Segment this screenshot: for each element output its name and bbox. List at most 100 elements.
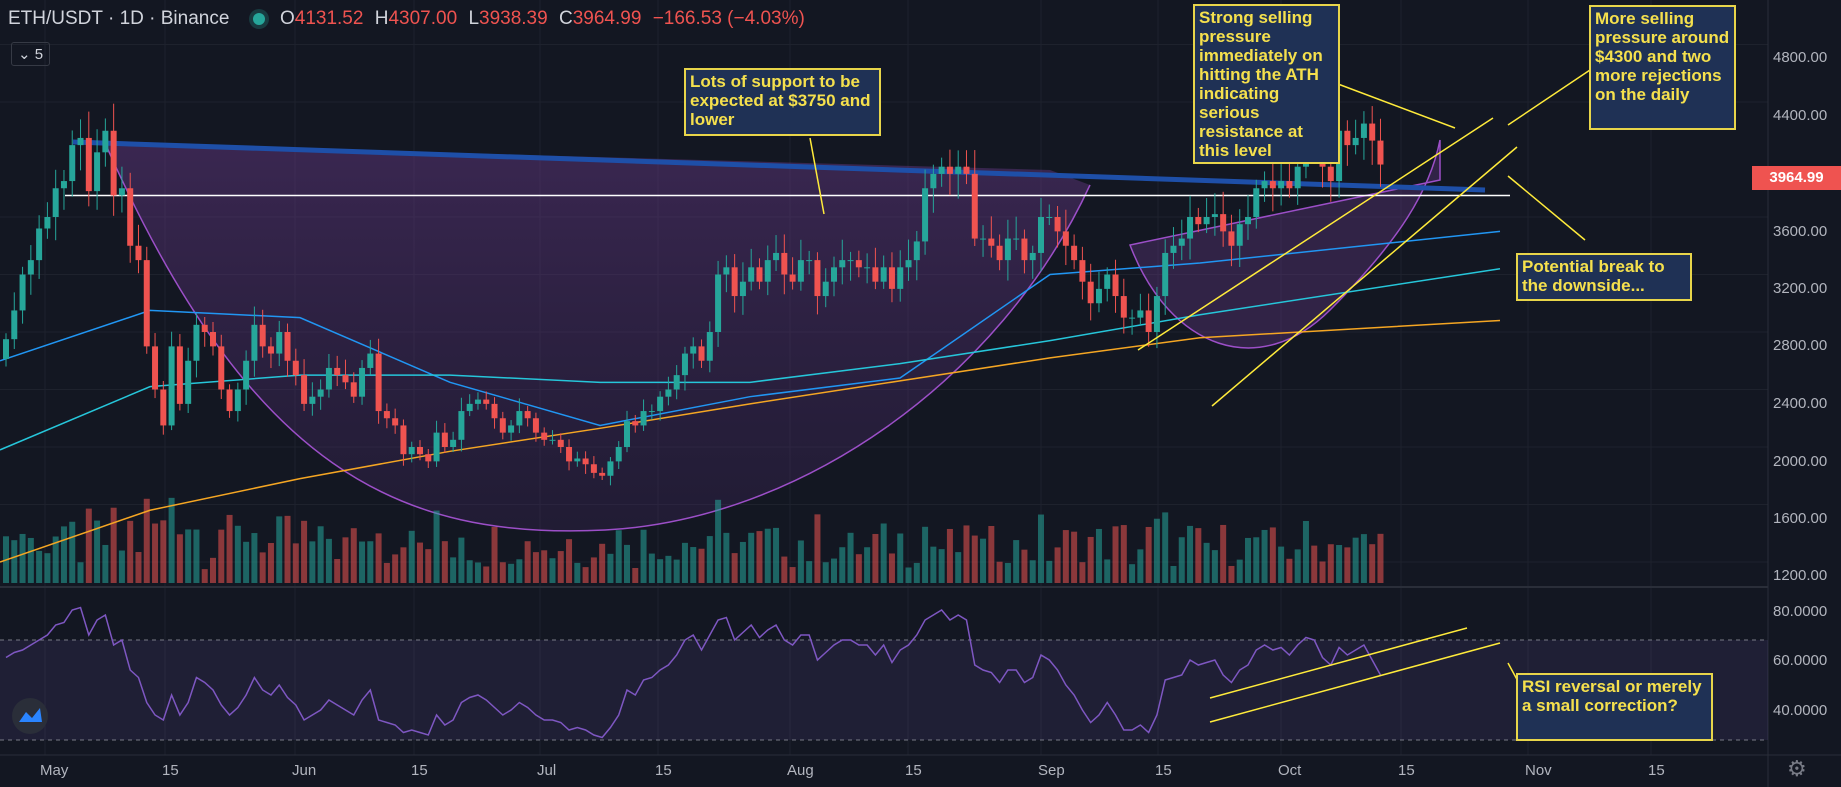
candle-body bbox=[433, 432, 440, 462]
volume-bar bbox=[325, 538, 332, 583]
time-tick: Sep bbox=[1038, 762, 1065, 779]
volume-bar bbox=[690, 547, 697, 583]
candle-body bbox=[450, 439, 457, 447]
ascending-channel[interactable] bbox=[1137, 117, 1518, 407]
candle-body bbox=[922, 188, 929, 242]
volume-bar bbox=[36, 550, 43, 583]
candle-body bbox=[499, 418, 506, 433]
candle-body bbox=[102, 130, 109, 153]
ath-annotation[interactable]: Strong selling pressure immediately on h… bbox=[1193, 4, 1340, 164]
volume-bar bbox=[375, 533, 382, 583]
indicator-toggle[interactable]: ⌄ 5 bbox=[11, 42, 51, 66]
candle-body bbox=[566, 447, 573, 462]
volume-bar bbox=[160, 520, 167, 583]
annotation-leaders bbox=[809, 69, 1591, 686]
volume-bar bbox=[1302, 520, 1309, 583]
candle-body bbox=[1352, 137, 1359, 146]
gear-icon[interactable]: ⚙ bbox=[1787, 756, 1807, 781]
break-annotation[interactable]: Potential break to the downside... bbox=[1516, 253, 1692, 301]
candle-body bbox=[276, 332, 283, 354]
volume-bar bbox=[483, 566, 490, 583]
volume-bar bbox=[185, 529, 192, 583]
volume-bar bbox=[234, 525, 241, 583]
candle-body bbox=[1079, 260, 1086, 282]
candle-body bbox=[1178, 238, 1185, 246]
candle-body bbox=[582, 458, 589, 465]
candle-body bbox=[822, 281, 829, 297]
volume-bar bbox=[1269, 527, 1276, 583]
candle-body bbox=[665, 389, 672, 397]
time-tick: 15 bbox=[1155, 762, 1172, 779]
candle-body bbox=[888, 267, 895, 289]
volume-bar bbox=[938, 549, 945, 583]
volume-bar bbox=[94, 520, 101, 583]
candle-body bbox=[549, 439, 556, 441]
candle-body bbox=[44, 217, 51, 229]
candlestick-series bbox=[3, 103, 1384, 486]
volume-bar bbox=[1162, 512, 1169, 583]
candle-body bbox=[1211, 214, 1218, 217]
volume-bar bbox=[789, 567, 796, 583]
volume-bar bbox=[1211, 550, 1218, 583]
candle-body bbox=[681, 353, 688, 376]
volume-bar bbox=[1178, 537, 1185, 583]
rsi-channel[interactable] bbox=[1209, 627, 1501, 723]
candle-body bbox=[673, 375, 680, 390]
tradingview-logo-icon[interactable] bbox=[12, 698, 48, 734]
candle-body bbox=[243, 360, 250, 390]
cup-pattern-shape[interactable] bbox=[105, 143, 1090, 531]
candle-body bbox=[350, 382, 357, 397]
volume-bar bbox=[19, 533, 26, 583]
rsi-tick: 60.0000 bbox=[1773, 652, 1827, 669]
rsi-annotation[interactable]: RSI reversal or merely a small correctio… bbox=[1516, 673, 1713, 741]
candle-body bbox=[557, 439, 564, 447]
support-annotation[interactable]: Lots of support to be expected at $3750 … bbox=[684, 68, 881, 136]
symbol-name[interactable]: ETH/USDT bbox=[8, 8, 103, 29]
time-axis[interactable]: May 15 Jun 15 Jul 15 Aug 15 Sep 15 Oct 1… bbox=[40, 762, 1665, 779]
volume-bar bbox=[110, 507, 117, 583]
volume-bar bbox=[334, 558, 341, 583]
interval-label[interactable]: 1D bbox=[119, 8, 144, 29]
volume-bar bbox=[458, 537, 465, 583]
candle-body bbox=[1245, 217, 1251, 225]
candle-body bbox=[624, 421, 630, 447]
volume-bar bbox=[1344, 547, 1351, 583]
time-tick: 15 bbox=[1398, 762, 1415, 779]
candle-body bbox=[1112, 274, 1119, 297]
more-selling-annotation[interactable]: More selling pressure around $4300 and t… bbox=[1589, 5, 1736, 130]
moving-average-line bbox=[0, 319, 1501, 563]
cup-pattern-handle bbox=[1128, 139, 1441, 349]
volume-bar bbox=[913, 562, 920, 583]
last-price-tag: 3964.99 bbox=[1752, 166, 1841, 190]
high-value: 4307.00 bbox=[388, 8, 458, 29]
volume-bar bbox=[1029, 560, 1036, 583]
volume-bar bbox=[433, 510, 440, 583]
volume-bar bbox=[474, 562, 481, 583]
rsi-line[interactable] bbox=[5, 606, 1382, 739]
open-value: 4131.52 bbox=[294, 8, 364, 29]
volume-bar bbox=[1013, 540, 1020, 583]
candle-body bbox=[185, 360, 192, 404]
candle-body bbox=[1253, 188, 1260, 217]
volume-bar bbox=[1311, 545, 1318, 583]
price-tick: 4400.00 bbox=[1773, 107, 1827, 124]
volume-bar bbox=[1336, 545, 1343, 583]
candle-body bbox=[1095, 288, 1102, 304]
volume-bar bbox=[1236, 559, 1243, 583]
resistance-trendline[interactable] bbox=[72, 139, 1486, 193]
volume-bar bbox=[839, 547, 846, 583]
volume-bar bbox=[52, 536, 59, 583]
candle-body bbox=[110, 130, 117, 196]
volume-bar bbox=[1195, 528, 1202, 583]
volume-bar bbox=[392, 554, 399, 583]
volume-bar bbox=[831, 558, 837, 583]
volume-bar bbox=[582, 567, 589, 583]
volume-bar bbox=[922, 526, 929, 583]
volume-bar bbox=[267, 543, 274, 583]
volume-bar bbox=[367, 541, 374, 583]
candle-body bbox=[1029, 252, 1036, 261]
candle-body bbox=[905, 260, 912, 268]
price-axis[interactable]: 4800.00 4400.00 3600.00 3200.00 2800.00 … bbox=[1773, 49, 1827, 719]
candle-body bbox=[938, 166, 945, 174]
